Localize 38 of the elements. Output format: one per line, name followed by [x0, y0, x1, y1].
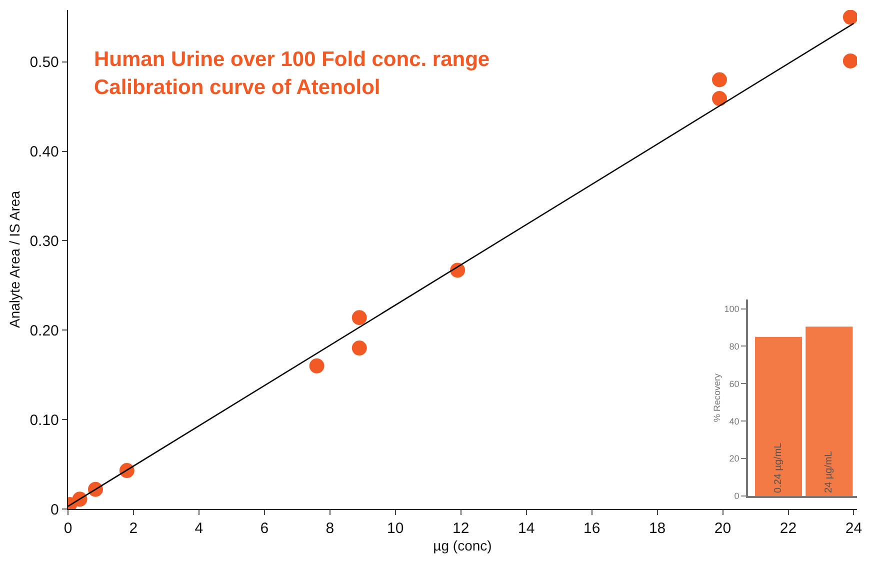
- x-tick-label: 6: [260, 520, 269, 538]
- point: [352, 340, 367, 356]
- x-tick-label: 22: [780, 520, 797, 538]
- y-tick-label: 0.10: [30, 412, 59, 429]
- y-tick-label: 0: [734, 491, 740, 502]
- x-tick-label: 2: [129, 520, 138, 538]
- point: [352, 310, 367, 326]
- x-tick-label: 0: [64, 520, 72, 538]
- y-tick-label: 20: [729, 454, 740, 464]
- point: [712, 91, 727, 106]
- y-tick-label: 0.40: [30, 144, 59, 161]
- point: [842, 53, 857, 68]
- y-tick-label: 0.50: [30, 54, 59, 72]
- x-tick-label: 8: [326, 520, 334, 538]
- y-tick-label: 0.30: [30, 232, 59, 250]
- point: [842, 10, 857, 25]
- y-tick-label: 0: [50, 501, 59, 518]
- x-tick-label: 0.24 µg/mL: [773, 442, 784, 494]
- x-tick-label: 14: [518, 520, 535, 538]
- x-tick-label: 24: [845, 520, 862, 538]
- x-tick-label: 18: [648, 520, 666, 538]
- y-tick-label: 60: [729, 378, 740, 389]
- y-tick-label: 0.20: [30, 322, 59, 340]
- text: Human Urine over 100 Fold conc. range: [94, 48, 490, 71]
- point: [309, 358, 324, 374]
- x-tick-label: 24 µg/mL: [824, 450, 835, 494]
- y-tick-label: 40: [729, 416, 740, 426]
- x-tick-label: 16: [583, 520, 600, 538]
- y-axis-title: % Recovery: [712, 372, 722, 422]
- point: [712, 72, 727, 88]
- y-axis-title: Analyte Area / IS Area: [6, 190, 22, 328]
- y-tick-label: 100: [724, 304, 740, 314]
- x-axis-title: µg (conc): [433, 537, 492, 554]
- x-tick-label: 4: [194, 520, 204, 538]
- x-tick-label: 10: [387, 520, 404, 538]
- y-tick-label: 80: [729, 341, 740, 352]
- x-tick-label: 12: [452, 520, 470, 538]
- text: Calibration curve of Atenolol: [94, 76, 380, 99]
